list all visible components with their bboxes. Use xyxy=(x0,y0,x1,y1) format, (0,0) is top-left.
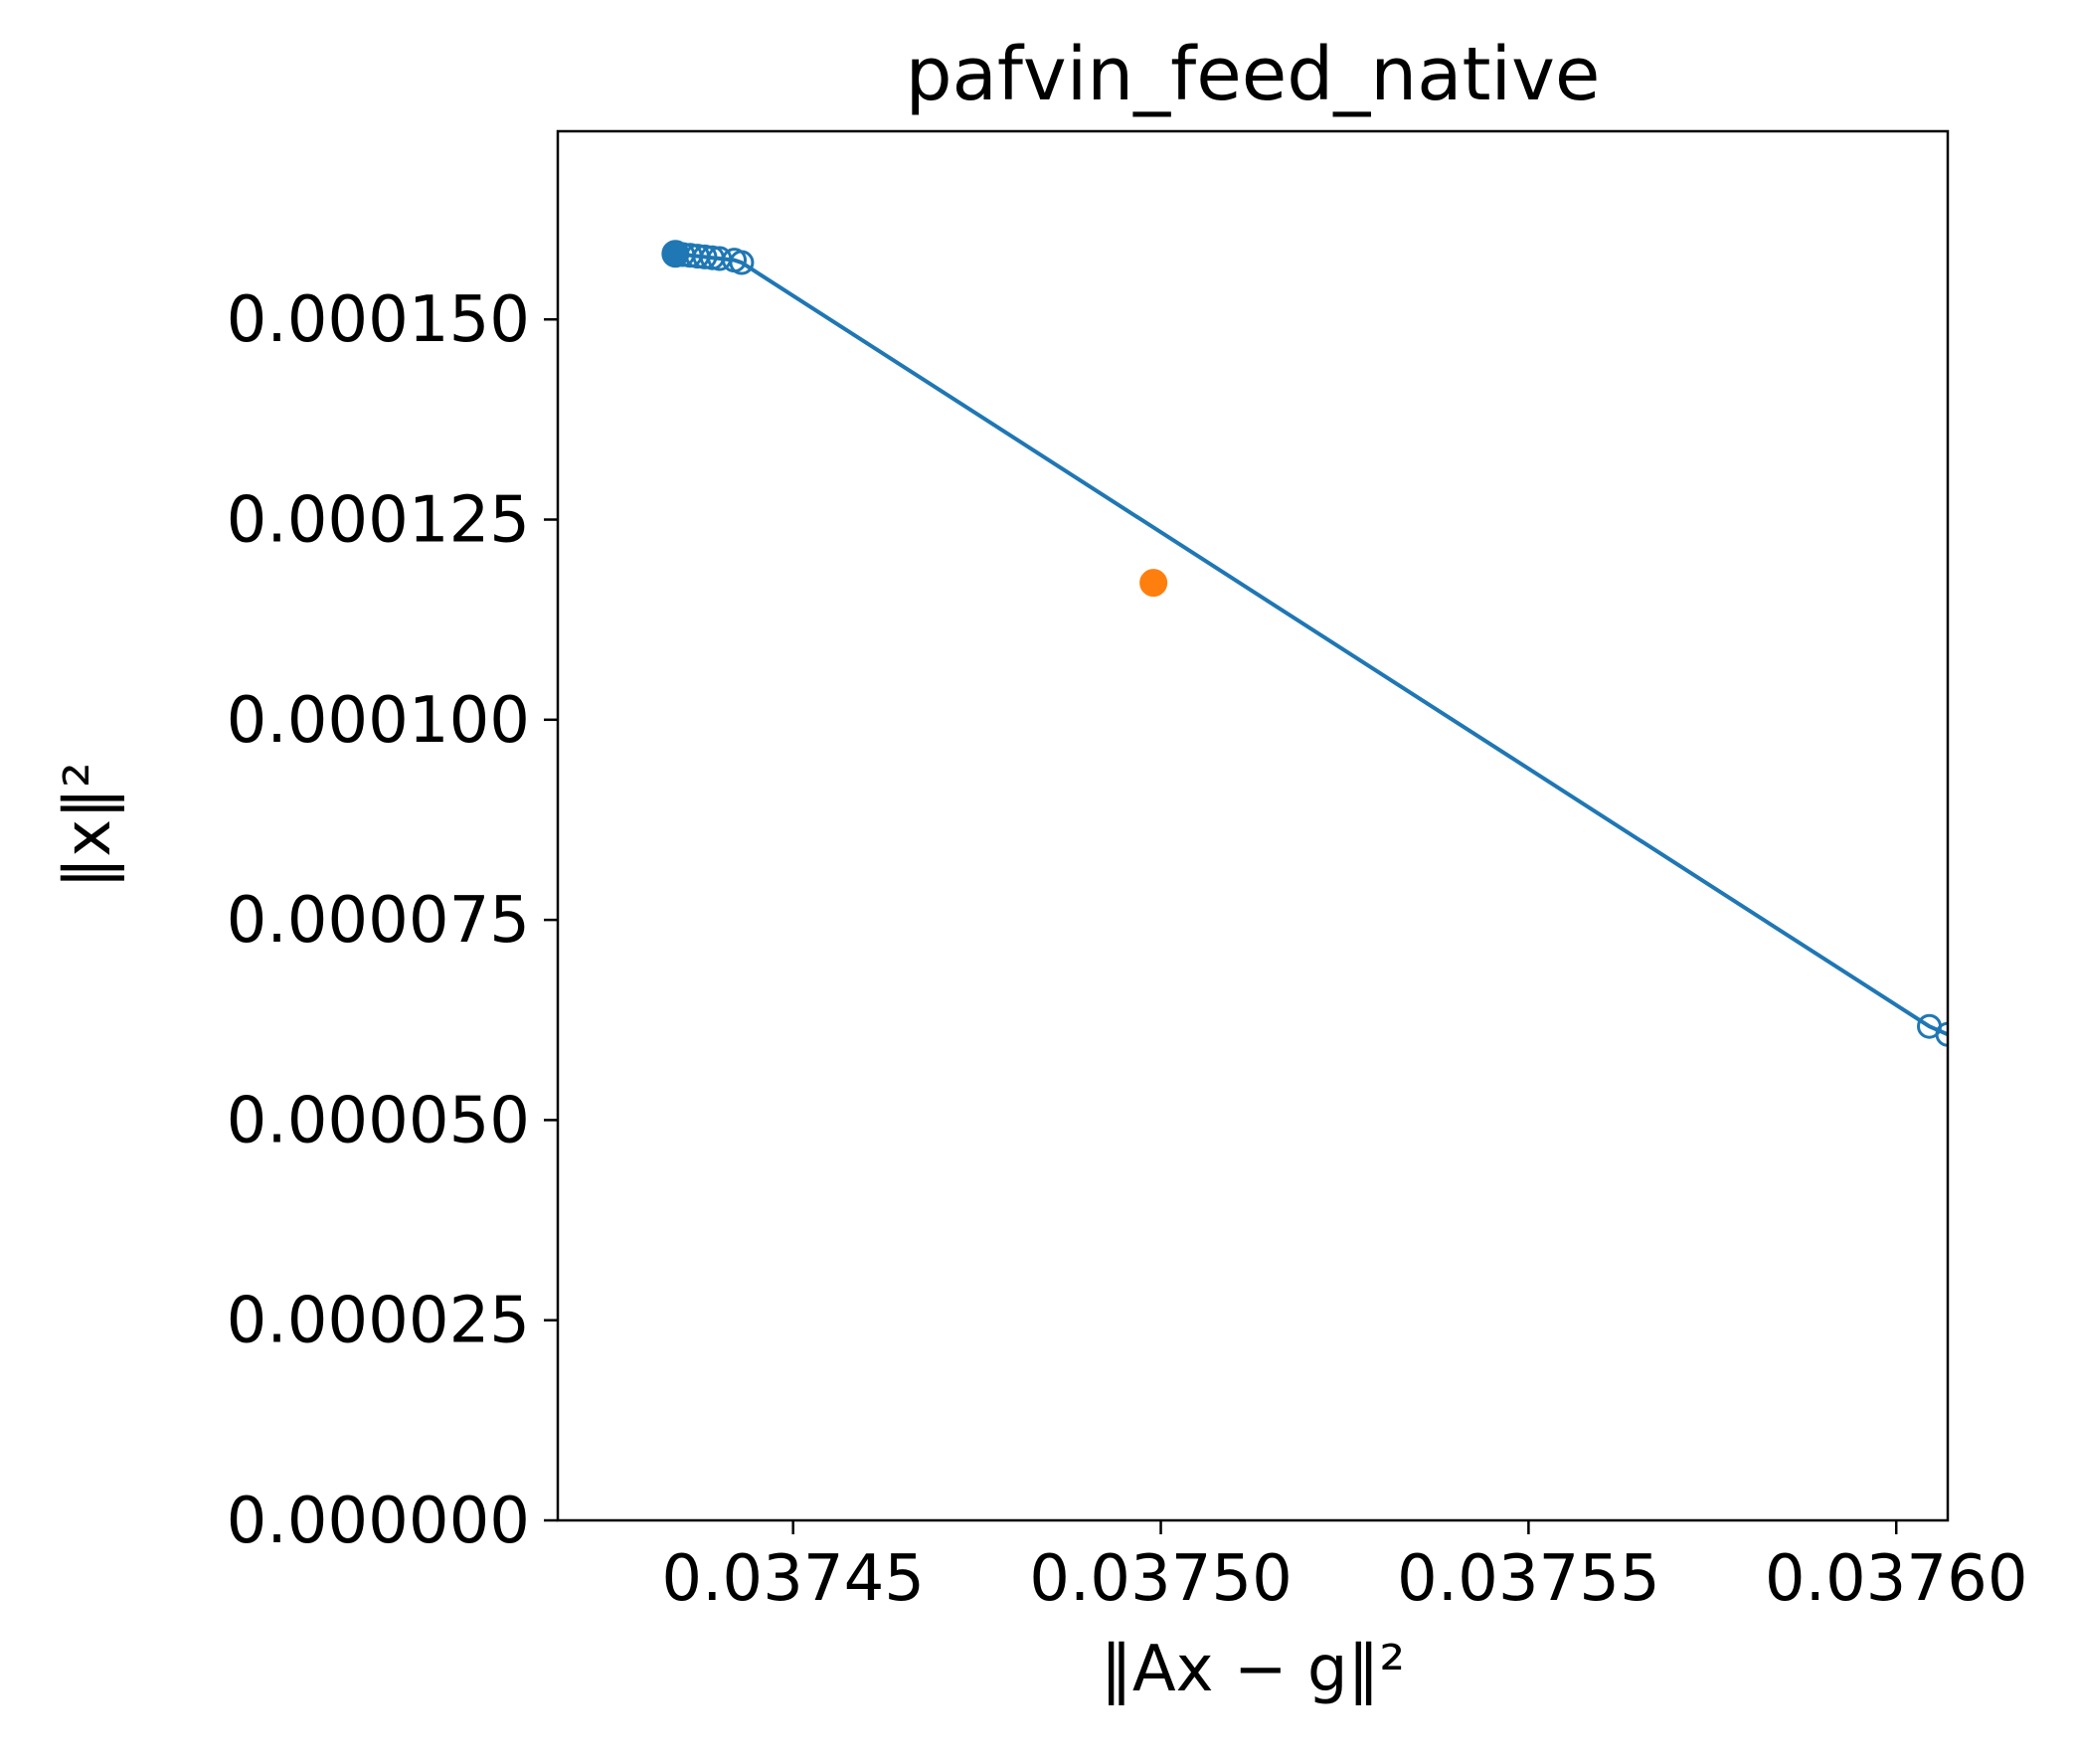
y-tick-label: 0.000075 xyxy=(227,884,530,958)
x-tick-label: 0.03745 xyxy=(661,1542,925,1616)
y-axis-label: ‖x‖² xyxy=(52,762,125,889)
x-tick-label: 0.03755 xyxy=(1397,1542,1660,1616)
data-point xyxy=(692,244,718,269)
x-tick-label: 0.03760 xyxy=(1765,1542,2028,1616)
data-point xyxy=(1935,1021,1948,1047)
highlight-point xyxy=(661,240,690,268)
x-tick-label: 0.03750 xyxy=(1029,1542,1293,1616)
highlight-point xyxy=(1139,569,1168,598)
y-tick-label: 0.000000 xyxy=(227,1485,530,1558)
y-tick-label: 0.000025 xyxy=(227,1285,530,1358)
chart-title: pafvin_feed_native xyxy=(906,32,1601,117)
y-tick-label: 0.000050 xyxy=(227,1084,530,1157)
axis-ticks: 0.03745 0.03750 0.03755 0.03760 0.000000 0.00… xyxy=(227,283,2028,1616)
plot-frame xyxy=(556,129,1950,1522)
plot-area xyxy=(661,240,1948,1047)
y-tick-label: 0.000150 xyxy=(227,283,530,357)
y-tick-label: 0.000100 xyxy=(227,684,530,758)
data-point xyxy=(729,250,755,275)
y-tick-label: 0.000125 xyxy=(227,484,530,558)
x-axis-label: ‖Ax − g‖² xyxy=(1101,1633,1405,1706)
